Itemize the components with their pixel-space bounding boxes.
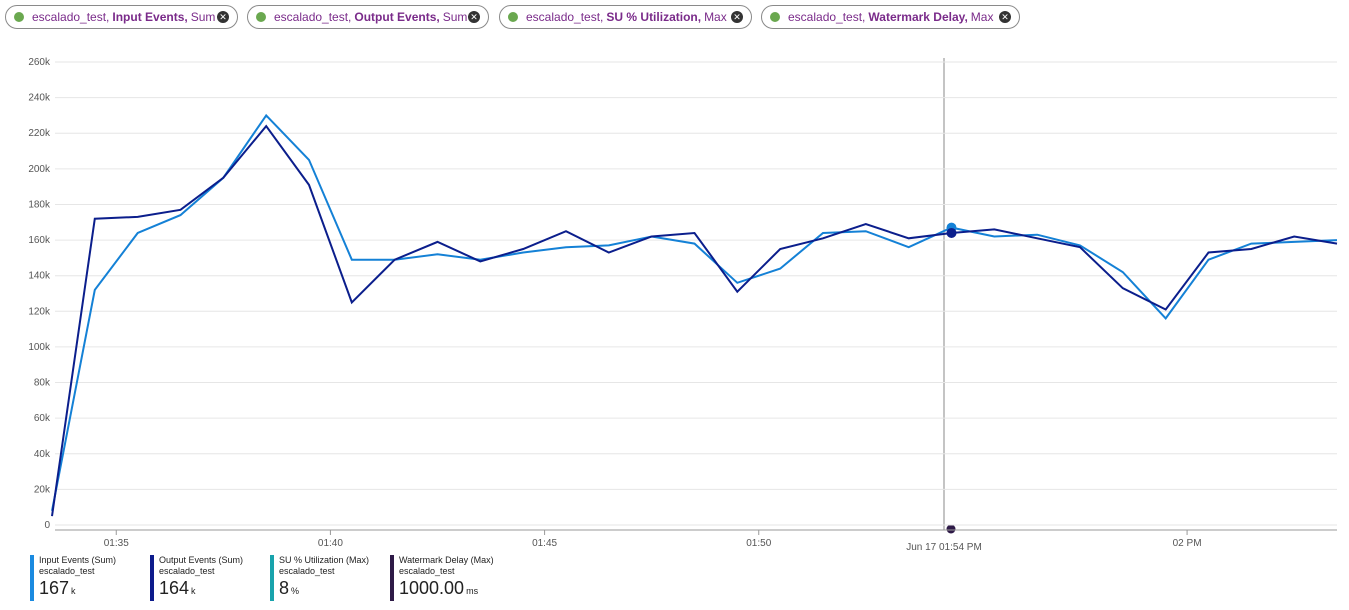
x-tick-label: 01:35 <box>104 538 129 549</box>
legend-color <box>390 555 394 601</box>
y-tick-label: 160k <box>28 235 51 246</box>
legend-item[interactable]: Output Events (Sum) escalado_test 164 k <box>150 555 243 601</box>
y-tick-label: 20k <box>34 484 51 495</box>
metric-pill[interactable]: escalado_test, Output Events, Sum ✕ <box>247 5 489 29</box>
y-tick-label: 200k <box>28 164 51 175</box>
pill-resource: escalado_test, <box>274 10 352 24</box>
legend-resource: escalado_test <box>159 566 215 576</box>
legend-unit: k <box>191 586 196 596</box>
pill-aggregation: Sum <box>190 10 216 24</box>
legend-value: 8 <box>279 578 290 598</box>
legend-unit: % <box>291 586 300 596</box>
legend-item[interactable]: Watermark Delay (Max) escalado_test 1000.0… <box>390 555 494 601</box>
pill-resource: escalado_test, <box>526 10 604 24</box>
remove-button[interactable]: ✕ <box>999 11 1011 23</box>
hover-dot <box>946 524 956 534</box>
legend-name: Output Events (Sum) <box>159 555 244 565</box>
metric-pill[interactable]: escalado_test, Watermark Delay, Max ✕ <box>761 5 1020 29</box>
remove-button[interactable]: ✕ <box>468 11 480 23</box>
y-tick-label: 0 <box>44 520 50 531</box>
metric-pill[interactable]: escalado_test, Input Events, Sum ✕ <box>5 5 238 29</box>
hover-time-label: Jun 17 01:54 PM <box>906 542 982 550</box>
x-tick-label: 01:40 <box>318 538 343 549</box>
legend-resource: escalado_test <box>399 566 455 576</box>
y-tick-label: 220k <box>28 128 51 139</box>
y-tick-label: 180k <box>28 199 51 210</box>
resource-icon <box>256 12 266 22</box>
x-tick-label: 02 PM <box>1173 538 1202 549</box>
legend-value-row: 167 k <box>39 577 116 599</box>
y-tick-label: 60k <box>34 413 51 424</box>
series-line <box>51 124 1338 517</box>
resource-icon <box>770 12 780 22</box>
x-tick-label: 01:45 <box>532 538 557 549</box>
chart: 0 20k 40k 60k 80k 100k 120k 140k 160k 180k 200k 220… <box>28 57 1338 550</box>
legend-value-row: 1000.00 ms <box>399 577 494 599</box>
legend-item[interactable]: Input Events (Sum) escalado_test 167 k <box>30 555 116 601</box>
y-tick-label: 140k <box>28 271 51 282</box>
y-tick-label: 100k <box>28 342 51 353</box>
y-tick-label: 40k <box>34 449 51 460</box>
legend-value-row: 164 k <box>159 577 243 599</box>
legend-resource: escalado_test <box>279 566 335 576</box>
legend-unit: ms <box>466 586 479 596</box>
legend-name: SU % Utilization (Max) <box>279 555 370 565</box>
legend-color <box>150 555 154 601</box>
legend-resource: escalado_test <box>39 566 95 576</box>
y-tick-label: 240k <box>28 93 51 104</box>
series-line <box>51 113 1338 511</box>
hover-point <box>946 227 957 238</box>
legend-color <box>270 555 274 601</box>
legend-value-row: 8% <box>279 577 369 599</box>
legend-name: Input Events (Sum) <box>39 555 117 565</box>
remove-button[interactable]: ✕ <box>217 11 229 23</box>
legend-item[interactable]: SU % Utilization (Max) escalado_test 8% <box>270 555 369 601</box>
remove-button[interactable]: ✕ <box>731 11 743 23</box>
pill-metric: Output Events, <box>354 10 440 24</box>
y-tick-label: 120k <box>28 306 51 317</box>
legend-value: 164 <box>159 578 190 598</box>
y-tick-label: 80k <box>34 378 51 389</box>
pill-metric: SU % Utilization, <box>606 10 702 24</box>
pill-aggregation: Sum <box>442 10 468 24</box>
pill-metric: Watermark Delay, <box>868 10 968 24</box>
pill-metric: Input Events, <box>112 10 188 24</box>
y-tick-label: 260k <box>28 57 51 68</box>
metric-pill[interactable]: escalado_test, SU % Utilization, Max ✕ <box>499 5 752 29</box>
legend-unit: k <box>71 586 76 596</box>
legend-name: Watermark Delay (Max) <box>399 555 494 565</box>
pill-aggregation: Max <box>704 10 727 24</box>
pill-resource: escalado_test, <box>788 10 866 24</box>
x-tick-label: 01:50 <box>746 538 771 549</box>
legend-value: 167 <box>39 578 70 598</box>
legend-value: 1000.00 <box>399 578 465 598</box>
resource-icon <box>14 12 24 22</box>
resource-icon <box>508 12 518 22</box>
legend-color <box>30 555 34 601</box>
pill-aggregation: Max <box>970 10 994 24</box>
pill-resource: escalado_test, <box>32 10 110 24</box>
